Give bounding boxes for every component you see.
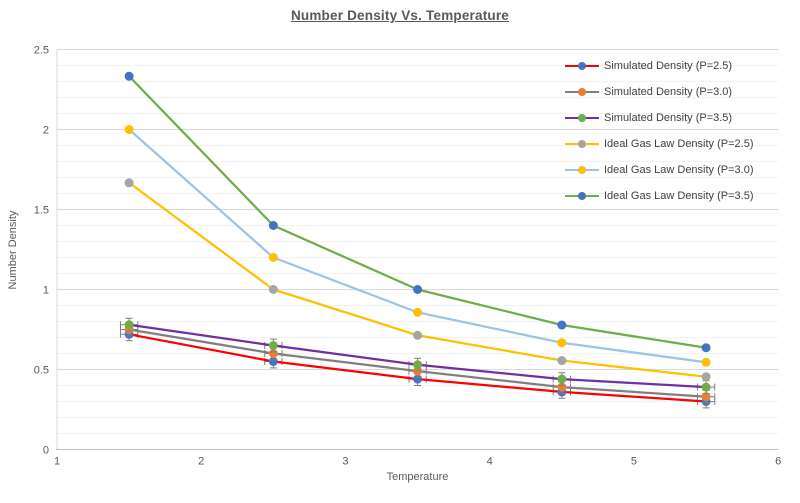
x-tick-label: 2 — [198, 456, 204, 468]
x-axis-title: Temperature — [386, 471, 449, 483]
data-point-series-1 — [701, 392, 711, 402]
x-tick-label: 1 — [54, 456, 60, 468]
y-axis-title: Number Density — [7, 210, 19, 290]
data-point-series-4 — [124, 125, 134, 134]
legend-item-4: Ideal Gas Law Density (P=3.0) — [565, 157, 754, 183]
legend-marker-icon — [565, 166, 599, 174]
legend-item-5: Ideal Gas Law Density (P=3.5) — [565, 183, 754, 209]
legend-label: Simulated Density (P=2.5) — [604, 60, 733, 72]
legend-label: Ideal Gas Law Density (P=2.5) — [604, 138, 754, 150]
x-tick-label: 5 — [631, 456, 637, 468]
data-point-series-4 — [557, 338, 567, 348]
legend-item-3: Ideal Gas Law Density (P=2.5) — [565, 131, 754, 157]
data-point-series-2 — [268, 341, 278, 350]
data-point-series-2 — [413, 360, 423, 370]
data-point-series-5 — [701, 343, 711, 353]
data-point-series-2 — [557, 374, 567, 384]
legend-item-2: Simulated Density (P=3.5) — [565, 105, 754, 131]
x-tick-label: 4 — [487, 456, 493, 468]
data-point-series-2 — [124, 320, 134, 330]
chart-title: Number Density Vs. Temperature — [290, 8, 510, 23]
data-point-series-3 — [557, 356, 567, 366]
legend-marker-icon — [565, 192, 599, 200]
data-point-series-2 — [701, 382, 711, 392]
legend-marker-icon — [565, 114, 599, 122]
data-point-series-0 — [268, 357, 278, 366]
legend-label: Ideal Gas Law Density (P=3.0) — [604, 164, 754, 176]
data-point-series-3 — [701, 372, 711, 382]
series-line-3 — [127, 181, 708, 378]
data-point-series-5 — [413, 285, 423, 294]
legend-item-1: Simulated Density (P=3.0) — [565, 79, 754, 105]
legend-label: Simulated Density (P=3.0) — [604, 86, 733, 98]
data-point-series-1 — [268, 349, 278, 358]
y-tick-label: 0 — [43, 445, 49, 457]
data-point-series-0 — [413, 374, 423, 384]
data-point-series-3 — [413, 330, 423, 340]
data-point-series-4 — [268, 253, 278, 262]
legend-item-0: Simulated Density (P=2.5) — [565, 53, 754, 79]
legend-marker-icon — [565, 62, 599, 70]
y-tick-label: 1.5 — [34, 205, 49, 217]
y-tick-label: 2.5 — [34, 45, 49, 57]
legend-marker-icon — [565, 88, 599, 96]
y-tick-label: 0.5 — [34, 365, 49, 377]
legend-marker-icon — [565, 140, 599, 148]
y-tick-label: 2 — [43, 125, 49, 137]
data-point-series-4 — [701, 357, 711, 367]
x-tick-label: 3 — [342, 456, 348, 468]
data-point-series-3 — [268, 285, 278, 294]
data-point-series-5 — [268, 221, 278, 230]
data-point-series-5 — [124, 71, 134, 81]
y-tick-label: 1 — [43, 285, 49, 297]
data-point-series-4 — [413, 307, 423, 317]
data-point-series-5 — [557, 320, 567, 330]
x-tick-label: 6 — [775, 456, 781, 468]
data-point-series-1 — [557, 382, 567, 392]
data-point-series-3 — [124, 178, 134, 188]
legend-label: Ideal Gas Law Density (P=3.5) — [604, 190, 754, 202]
legend-label: Simulated Density (P=3.5) — [604, 112, 733, 124]
legend: Simulated Density (P=2.5) Simulated Densi… — [565, 53, 754, 209]
